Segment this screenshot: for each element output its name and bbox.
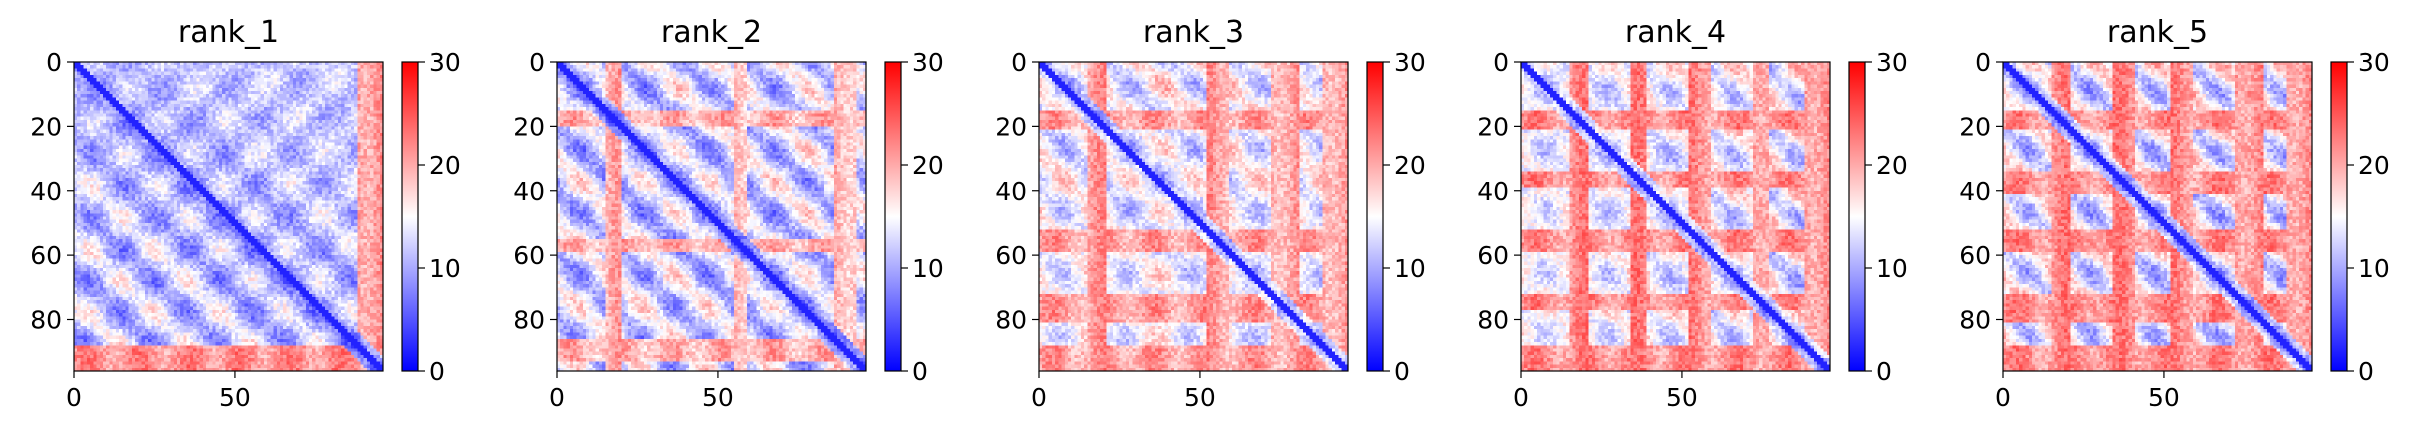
y-tick-label: 60: [1959, 241, 1991, 270]
y-tick-label: 60: [995, 241, 1027, 270]
y-tick-label: 0: [1011, 48, 1027, 77]
x-tick-label: 0: [549, 383, 565, 412]
y-tick-label: 40: [30, 177, 62, 206]
heatmap-image: [557, 62, 866, 371]
colorbar-tick-label: 30: [1876, 48, 1908, 77]
y-tick-label: 40: [1477, 177, 1509, 206]
heatmap-image: [74, 62, 383, 371]
heatmap-image: [2003, 62, 2312, 371]
y-tick-label: 40: [513, 177, 545, 206]
panel-title: rank_4: [1625, 15, 1726, 50]
y-tick-label: 40: [1959, 177, 1991, 206]
axes-frame: [2002, 61, 2313, 372]
heatmap-panel-2: rank_2 0 50 0 20 40 60 80 0 10 20 30: [513, 15, 944, 412]
y-tick-label: 60: [1477, 241, 1509, 270]
y-tick-label: 80: [513, 306, 545, 335]
x-tick-label: 0: [1513, 383, 1529, 412]
axes-frame: [1038, 61, 1349, 372]
y-tick-label: 20: [1477, 112, 1509, 141]
x-tick-label: 0: [66, 383, 82, 412]
heatmap-panel-4: rank_4 0 50 0 20 40 60 80 0 10 20 30: [1477, 15, 1908, 412]
colorbar-tick-label: 20: [429, 151, 461, 180]
colorbar-tick-label: 0: [2358, 357, 2374, 386]
heatmap-panel-1: rank_1 0 50 0 20 40 60 80 0 10 20 30: [30, 15, 461, 412]
y-tick-label: 0: [46, 48, 62, 77]
colorbar-tick-label: 30: [912, 48, 944, 77]
axes-frame: [73, 61, 384, 372]
y-tick-label: 20: [995, 112, 1027, 141]
colorbar-tick-label: 30: [429, 48, 461, 77]
y-tick-label: 60: [30, 241, 62, 270]
heatmap-image: [1039, 62, 1348, 371]
colorbar-tick-label: 0: [912, 357, 928, 386]
y-tick-label: 0: [529, 48, 545, 77]
panel-title: rank_5: [2107, 15, 2208, 50]
x-tick-label: 50: [1666, 383, 1698, 412]
colorbar: [884, 61, 902, 372]
colorbar-tick-label: 20: [2358, 151, 2390, 180]
y-tick-label: 40: [995, 177, 1027, 206]
colorbar-tick-label: 0: [1394, 357, 1410, 386]
colorbar: [1366, 61, 1384, 372]
panel-title: rank_2: [661, 15, 762, 50]
colorbar-tick-label: 20: [912, 151, 944, 180]
colorbar-tick-label: 0: [429, 357, 445, 386]
colorbar-tick-label: 0: [1876, 357, 1892, 386]
heatmap-panel-3: rank_3 0 50 0 20 40 60 80 0 10 20 30: [995, 15, 1426, 412]
x-tick-label: 0: [1995, 383, 2011, 412]
panel-title: rank_3: [1143, 15, 1244, 50]
axes-frame: [556, 61, 867, 372]
panels-layer: rank_1 0 50 0 20 40 60 80 0 10 20 30 rank_2 0 50 0 20 40 6…: [30, 15, 2390, 412]
axes-frame: [1520, 61, 1831, 372]
y-tick-label: 0: [1975, 48, 1991, 77]
heatmap-panel-5: rank_5 0 50 0 20 40 60 80 0 10 20 30: [1959, 15, 2390, 412]
colorbar: [401, 61, 419, 372]
colorbar-tick-label: 30: [2358, 48, 2390, 77]
x-tick-label: 50: [1184, 383, 1216, 412]
y-tick-label: 80: [1477, 306, 1509, 335]
colorbar-tick-label: 10: [1876, 254, 1908, 283]
y-tick-label: 80: [30, 306, 62, 335]
y-tick-label: 20: [30, 112, 62, 141]
x-tick-label: 50: [2148, 383, 2180, 412]
colorbar: [2330, 61, 2348, 372]
y-tick-label: 0: [1493, 48, 1509, 77]
y-tick-label: 20: [513, 112, 545, 141]
colorbar-tick-label: 10: [2358, 254, 2390, 283]
colorbar-tick-label: 10: [1394, 254, 1426, 283]
x-tick-label: 50: [219, 383, 251, 412]
y-tick-label: 20: [1959, 112, 1991, 141]
panel-title: rank_1: [178, 15, 279, 50]
heatmap-image: [1521, 62, 1830, 371]
colorbar-tick-label: 30: [1394, 48, 1426, 77]
y-tick-label: 80: [1959, 306, 1991, 335]
x-tick-label: 0: [1031, 383, 1047, 412]
colorbar-tick-label: 10: [429, 254, 461, 283]
x-tick-label: 50: [702, 383, 734, 412]
y-tick-label: 60: [513, 241, 545, 270]
colorbar: [1848, 61, 1866, 372]
colorbar-tick-label: 20: [1876, 151, 1908, 180]
y-tick-label: 80: [995, 306, 1027, 335]
colorbar-tick-label: 10: [912, 254, 944, 283]
colorbar-tick-label: 20: [1394, 151, 1426, 180]
